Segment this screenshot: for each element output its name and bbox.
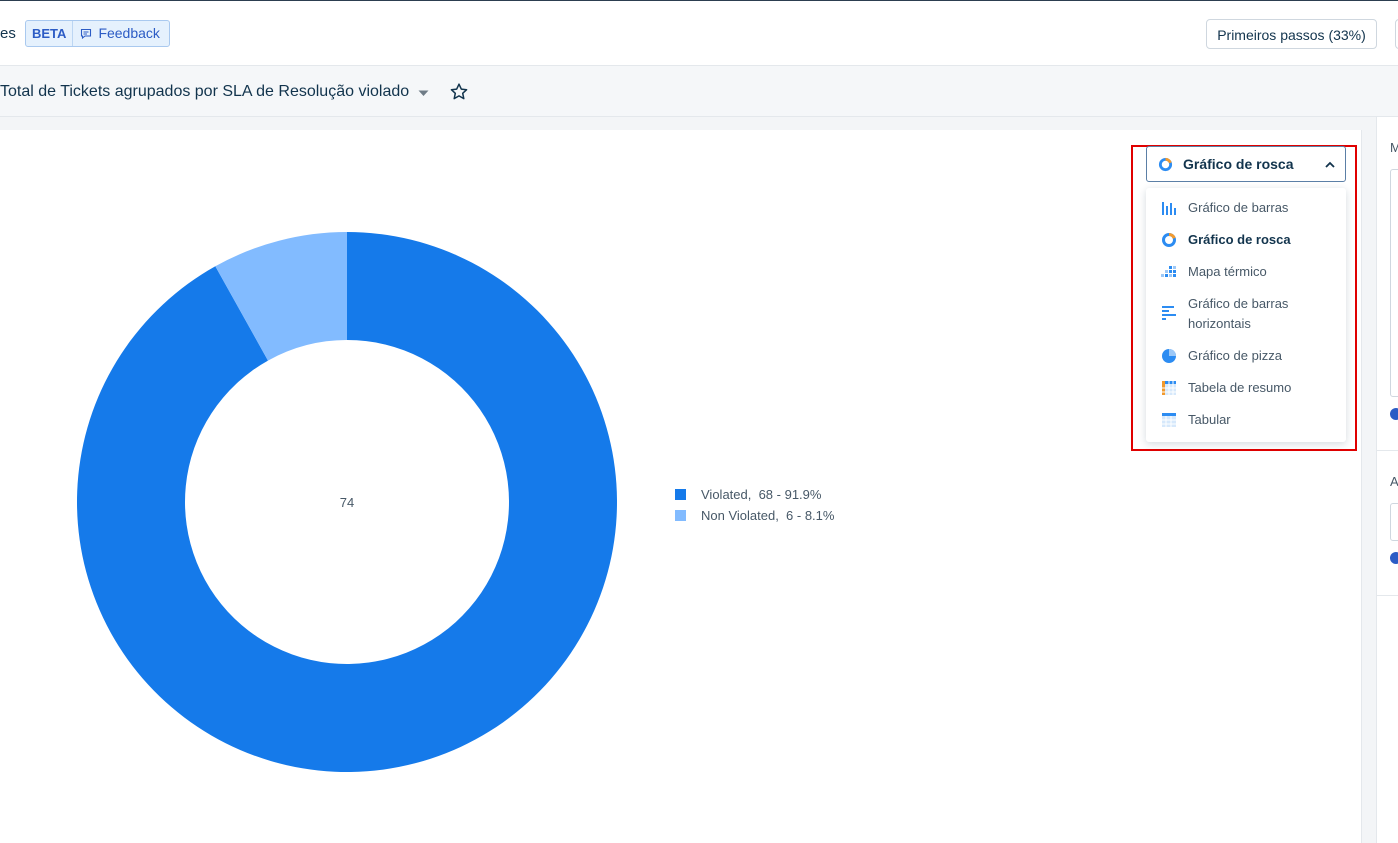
donut-chart: 74	[76, 232, 617, 772]
bar-chart-icon	[1162, 202, 1176, 215]
add-icon[interactable]	[1390, 552, 1398, 564]
caret-down-icon[interactable]	[418, 90, 429, 97]
option-donut-chart[interactable]: Gráfico de rosca	[1146, 230, 1346, 258]
option-label: Gráfico de pizza	[1188, 348, 1282, 363]
side-panel-label: M	[1390, 140, 1398, 155]
legend-item-violated[interactable]: Violated, 68 - 91.9%	[675, 484, 834, 505]
chart-type-dropdown: Gráfico de barras Gráfico de rosca Mapa …	[1146, 188, 1346, 442]
option-summary-table[interactable]: Tabela de resumo	[1146, 378, 1346, 406]
divider	[1377, 595, 1398, 596]
legend-swatch	[675, 510, 686, 521]
beta-feedback-group: BETA Feedback	[25, 20, 170, 47]
pie-chart-icon	[1162, 349, 1176, 363]
donut-chart-icon	[1158, 157, 1173, 171]
star-icon[interactable]	[450, 83, 468, 100]
option-label: Tabela de resumo	[1188, 380, 1292, 395]
donut-center-total: 74	[340, 495, 354, 510]
add-icon[interactable]	[1390, 408, 1398, 420]
report-title[interactable]: Total de Tickets agrupados por SLA de Re…	[0, 83, 410, 100]
chart-legend: Violated, 68 - 91.9% Non Violated, 6 - 8…	[675, 484, 834, 526]
option-pie-chart[interactable]: Gráfico de pizza	[1146, 346, 1346, 374]
option-label: Gráfico de barras horizontais	[1188, 296, 1289, 331]
chart-type-select[interactable]: Gráfico de rosca	[1146, 146, 1346, 182]
feedback-button[interactable]: Feedback	[73, 21, 168, 46]
tabular-icon	[1162, 413, 1176, 427]
divider	[1377, 450, 1398, 451]
side-panel-label: A	[1390, 474, 1398, 489]
horizontal-bar-chart-icon	[1162, 306, 1176, 320]
option-label: Mapa térmico	[1188, 264, 1267, 279]
feedback-icon	[81, 28, 92, 39]
option-horizontal-bar-chart[interactable]: Gráfico de barras horizontais	[1146, 294, 1346, 338]
top-bar: es BETA Feedback Primeiros passos (33%)	[0, 0, 1398, 66]
side-panel-field[interactable]	[1390, 503, 1398, 541]
heatmap-icon	[1161, 266, 1176, 277]
legend-label: Non Violated, 6 - 8.1%	[701, 508, 835, 523]
chart-type-selected: Gráfico de rosca	[1183, 156, 1294, 172]
option-label: Gráfico de barras	[1188, 200, 1289, 215]
first-steps-button[interactable]: Primeiros passos (33%)	[1206, 19, 1377, 49]
beta-badge: BETA	[26, 21, 74, 46]
donut-slice-non-violated[interactable]	[215, 232, 347, 361]
report-title-bar: Total de Tickets agrupados por SLA de Re…	[0, 66, 1398, 117]
donut-slice-violated[interactable]	[76, 232, 617, 772]
option-bar-chart[interactable]: Gráfico de barras	[1146, 198, 1346, 226]
breadcrumb[interactable]: es	[0, 25, 16, 42]
option-label: Gráfico de rosca	[1188, 232, 1291, 247]
option-heatmap[interactable]: Mapa térmico	[1146, 262, 1346, 290]
legend-swatch	[675, 489, 686, 500]
feedback-label: Feedback	[98, 25, 160, 41]
legend-label: Violated, 68 - 91.9%	[701, 487, 822, 502]
chart-panel: 74	[0, 130, 1362, 843]
option-label: Tabular	[1188, 412, 1231, 427]
donut-chart-icon	[1162, 233, 1176, 247]
settings-side-panel: M A	[1376, 117, 1398, 843]
summary-table-icon	[1162, 381, 1176, 395]
option-tabular[interactable]: Tabular	[1146, 410, 1346, 438]
header-extra-button[interactable]	[1395, 19, 1398, 49]
side-panel-field[interactable]	[1390, 169, 1398, 397]
legend-item-non-violated[interactable]: Non Violated, 6 - 8.1%	[675, 505, 834, 526]
chevron-up-icon	[1325, 161, 1335, 168]
